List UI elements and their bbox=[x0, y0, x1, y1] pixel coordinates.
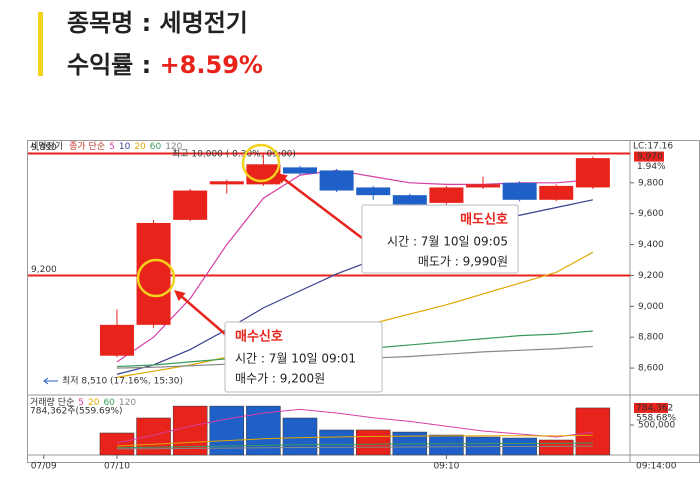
volume-bar bbox=[136, 417, 171, 456]
volume-bar bbox=[355, 429, 391, 456]
y-tick-label: 8,800 bbox=[638, 333, 664, 343]
candle-body bbox=[429, 187, 464, 203]
volume-current-box bbox=[634, 402, 668, 413]
buy-arrow-head bbox=[174, 290, 186, 302]
volume-ma-line bbox=[116, 408, 593, 444]
candle-body bbox=[99, 324, 134, 356]
candle-body bbox=[319, 170, 354, 191]
volume-ma-line bbox=[116, 434, 593, 447]
volume-bar bbox=[209, 405, 245, 456]
signal-box bbox=[361, 204, 519, 274]
signal-line-label: 9,200 bbox=[31, 265, 57, 275]
sell-arrow-head bbox=[276, 173, 288, 184]
low-note: 최저 8,510 (17.16%, 15:30) bbox=[62, 376, 183, 387]
buy-arrow bbox=[177, 292, 233, 341]
candle-body bbox=[539, 185, 574, 200]
candle-body bbox=[356, 187, 391, 196]
legend-item: 5 bbox=[109, 142, 115, 152]
volume-bar bbox=[429, 434, 464, 456]
volume-ma-line bbox=[116, 445, 593, 450]
x-tick-label: 07/10 bbox=[104, 462, 130, 472]
y-tick-label: 9,800 bbox=[638, 178, 664, 188]
y-tick-label: 9,200 bbox=[638, 271, 664, 281]
signal-box bbox=[224, 321, 383, 393]
volume-tick-label: 500,000 bbox=[638, 421, 675, 431]
volume-legend-item: 5 bbox=[78, 398, 84, 408]
volume-bar bbox=[282, 417, 318, 456]
buy-circle bbox=[136, 258, 176, 298]
x-tick-label: 07/09 bbox=[31, 462, 57, 472]
current-change: 1.94% bbox=[637, 162, 666, 172]
signal-title: 매수신호 bbox=[235, 330, 283, 345]
volume-legend-item: 20 bbox=[88, 398, 100, 408]
signal-detail: 매수가 : 9,200원 bbox=[235, 372, 325, 386]
volume-current: 784,362 bbox=[636, 403, 673, 413]
signal-line-label: 9,990 bbox=[31, 143, 57, 153]
symbol: 세명전기 bbox=[30, 141, 63, 152]
corner-label: LC:17.16 bbox=[633, 142, 673, 152]
chart: 8,600 8,800 9,000 9,200 9,400 9,600 9,800 500,0… bbox=[28, 141, 677, 472]
volume-legend-title: 거래량 단순 bbox=[30, 396, 74, 408]
volume-bar bbox=[172, 405, 208, 456]
legend-item: 60 bbox=[150, 142, 162, 152]
volume-bar bbox=[319, 429, 354, 456]
signal-title: 매도신호 bbox=[460, 213, 508, 228]
volume-legend-item: 60 bbox=[103, 398, 115, 408]
sell-circle bbox=[241, 143, 281, 183]
high-note: 최고 10,000 ( 0.30%, 09:00) bbox=[172, 149, 296, 160]
current-price-box bbox=[634, 151, 664, 162]
return: 수익률 : +8.59% bbox=[67, 51, 263, 79]
volume-bar bbox=[99, 432, 135, 456]
candle-body bbox=[136, 222, 171, 325]
legend-item: 120 bbox=[165, 142, 182, 152]
y-tick-label: 8,600 bbox=[638, 364, 664, 374]
stock-name: 종목명 : 세명전기 bbox=[67, 9, 248, 37]
volume-current-change: 558.68% bbox=[636, 413, 676, 423]
y-tick-label: 9,400 bbox=[638, 240, 664, 250]
sell-arrow bbox=[280, 175, 363, 239]
low-arrow bbox=[43, 377, 58, 385]
volume-bar bbox=[538, 439, 574, 456]
time-label: 09:14:00 bbox=[636, 462, 677, 472]
legend-item: 20 bbox=[134, 142, 146, 152]
y-tick-label: 9,600 bbox=[638, 209, 664, 219]
signal-detail: 매도가 : 9,990원 bbox=[418, 255, 508, 269]
candle-body bbox=[466, 184, 501, 188]
legend-item: 10 bbox=[119, 142, 131, 152]
candle-body bbox=[392, 195, 427, 205]
volume-bar bbox=[575, 407, 611, 456]
candle-body bbox=[502, 182, 537, 200]
return-value: +8.59% bbox=[160, 51, 263, 79]
volume-legend: 거래량 단순 5 20 60 120 bbox=[30, 396, 136, 408]
volume-ma-line bbox=[116, 442, 593, 449]
volume-bar bbox=[465, 436, 501, 456]
volume-summary: 784,362주(559.69%) bbox=[30, 406, 123, 417]
x-tick-label: 09:10 bbox=[433, 462, 459, 472]
candle-body bbox=[209, 181, 244, 185]
candle-body bbox=[282, 167, 317, 174]
return-label: 수익률 : bbox=[67, 51, 160, 79]
y-tick-label: 9,000 bbox=[638, 302, 664, 312]
volume-bar bbox=[246, 405, 281, 456]
candle-body bbox=[173, 190, 208, 220]
signal-detail: 시간 : 7월 10일 09:05 bbox=[387, 235, 508, 249]
candle-body bbox=[575, 158, 610, 188]
signal-detail: 시간 : 7월 10일 09:01 bbox=[235, 352, 356, 366]
current-price: 9,970 bbox=[637, 152, 663, 162]
volume-legend-item: 120 bbox=[119, 398, 136, 408]
legend-title: 종가 단순 bbox=[69, 141, 105, 152]
legend: 세명전기 종가 단순 5 10 20 60 120 bbox=[30, 141, 183, 152]
accent-bar bbox=[38, 12, 43, 76]
